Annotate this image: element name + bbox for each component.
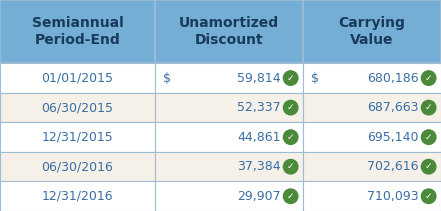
Bar (155, 63, 303, 93)
Text: Carrying
Value: Carrying Value (339, 16, 405, 47)
Ellipse shape (421, 188, 437, 204)
Text: 702,616: 702,616 (367, 160, 419, 173)
Text: 695,140: 695,140 (367, 131, 419, 144)
Bar (303, 0, 441, 63)
Bar (303, 93, 441, 122)
Bar (0, 122, 155, 152)
Text: 12/31/2016: 12/31/2016 (42, 190, 113, 203)
Bar (303, 181, 441, 211)
Text: ✓: ✓ (287, 74, 295, 83)
Bar (155, 152, 303, 181)
Text: 52,337: 52,337 (237, 101, 280, 114)
Bar (303, 122, 441, 152)
Text: ✓: ✓ (425, 103, 433, 112)
Ellipse shape (283, 159, 299, 175)
Ellipse shape (421, 100, 437, 116)
Ellipse shape (421, 159, 437, 175)
Text: 06/30/2016: 06/30/2016 (41, 160, 113, 173)
Ellipse shape (283, 188, 299, 204)
Ellipse shape (283, 70, 299, 86)
Ellipse shape (421, 129, 437, 145)
Text: ✓: ✓ (425, 74, 433, 83)
Text: ✓: ✓ (287, 162, 295, 171)
Bar (155, 0, 303, 63)
Text: ✓: ✓ (287, 133, 295, 142)
Text: ✓: ✓ (287, 192, 295, 201)
Bar (0, 0, 155, 63)
Text: $: $ (311, 72, 319, 85)
Bar (303, 152, 441, 181)
Text: Unamortized
Discount: Unamortized Discount (179, 16, 279, 47)
Text: 680,186: 680,186 (367, 72, 419, 85)
Text: ✓: ✓ (287, 103, 295, 112)
Bar (0, 93, 155, 122)
Text: 01/01/2015: 01/01/2015 (41, 72, 113, 85)
Text: ✓: ✓ (425, 133, 433, 142)
Text: 37,384: 37,384 (237, 160, 280, 173)
Text: 29,907: 29,907 (237, 190, 280, 203)
Text: 12/31/2015: 12/31/2015 (41, 131, 113, 144)
Text: 710,093: 710,093 (367, 190, 419, 203)
Text: 687,663: 687,663 (367, 101, 419, 114)
Text: 06/30/2015: 06/30/2015 (41, 101, 113, 114)
Text: Semiannual
Period-End: Semiannual Period-End (32, 16, 123, 47)
Text: $: $ (163, 72, 171, 85)
Bar (0, 63, 155, 93)
Ellipse shape (421, 70, 437, 86)
Ellipse shape (283, 100, 299, 116)
Text: 44,861: 44,861 (237, 131, 280, 144)
Text: 59,814: 59,814 (237, 72, 280, 85)
Text: ✓: ✓ (425, 192, 433, 201)
Bar (0, 152, 155, 181)
Ellipse shape (283, 129, 299, 145)
Text: ✓: ✓ (425, 162, 433, 171)
Bar (155, 181, 303, 211)
Bar (155, 122, 303, 152)
Bar (0, 181, 155, 211)
Bar (155, 93, 303, 122)
Bar (303, 63, 441, 93)
